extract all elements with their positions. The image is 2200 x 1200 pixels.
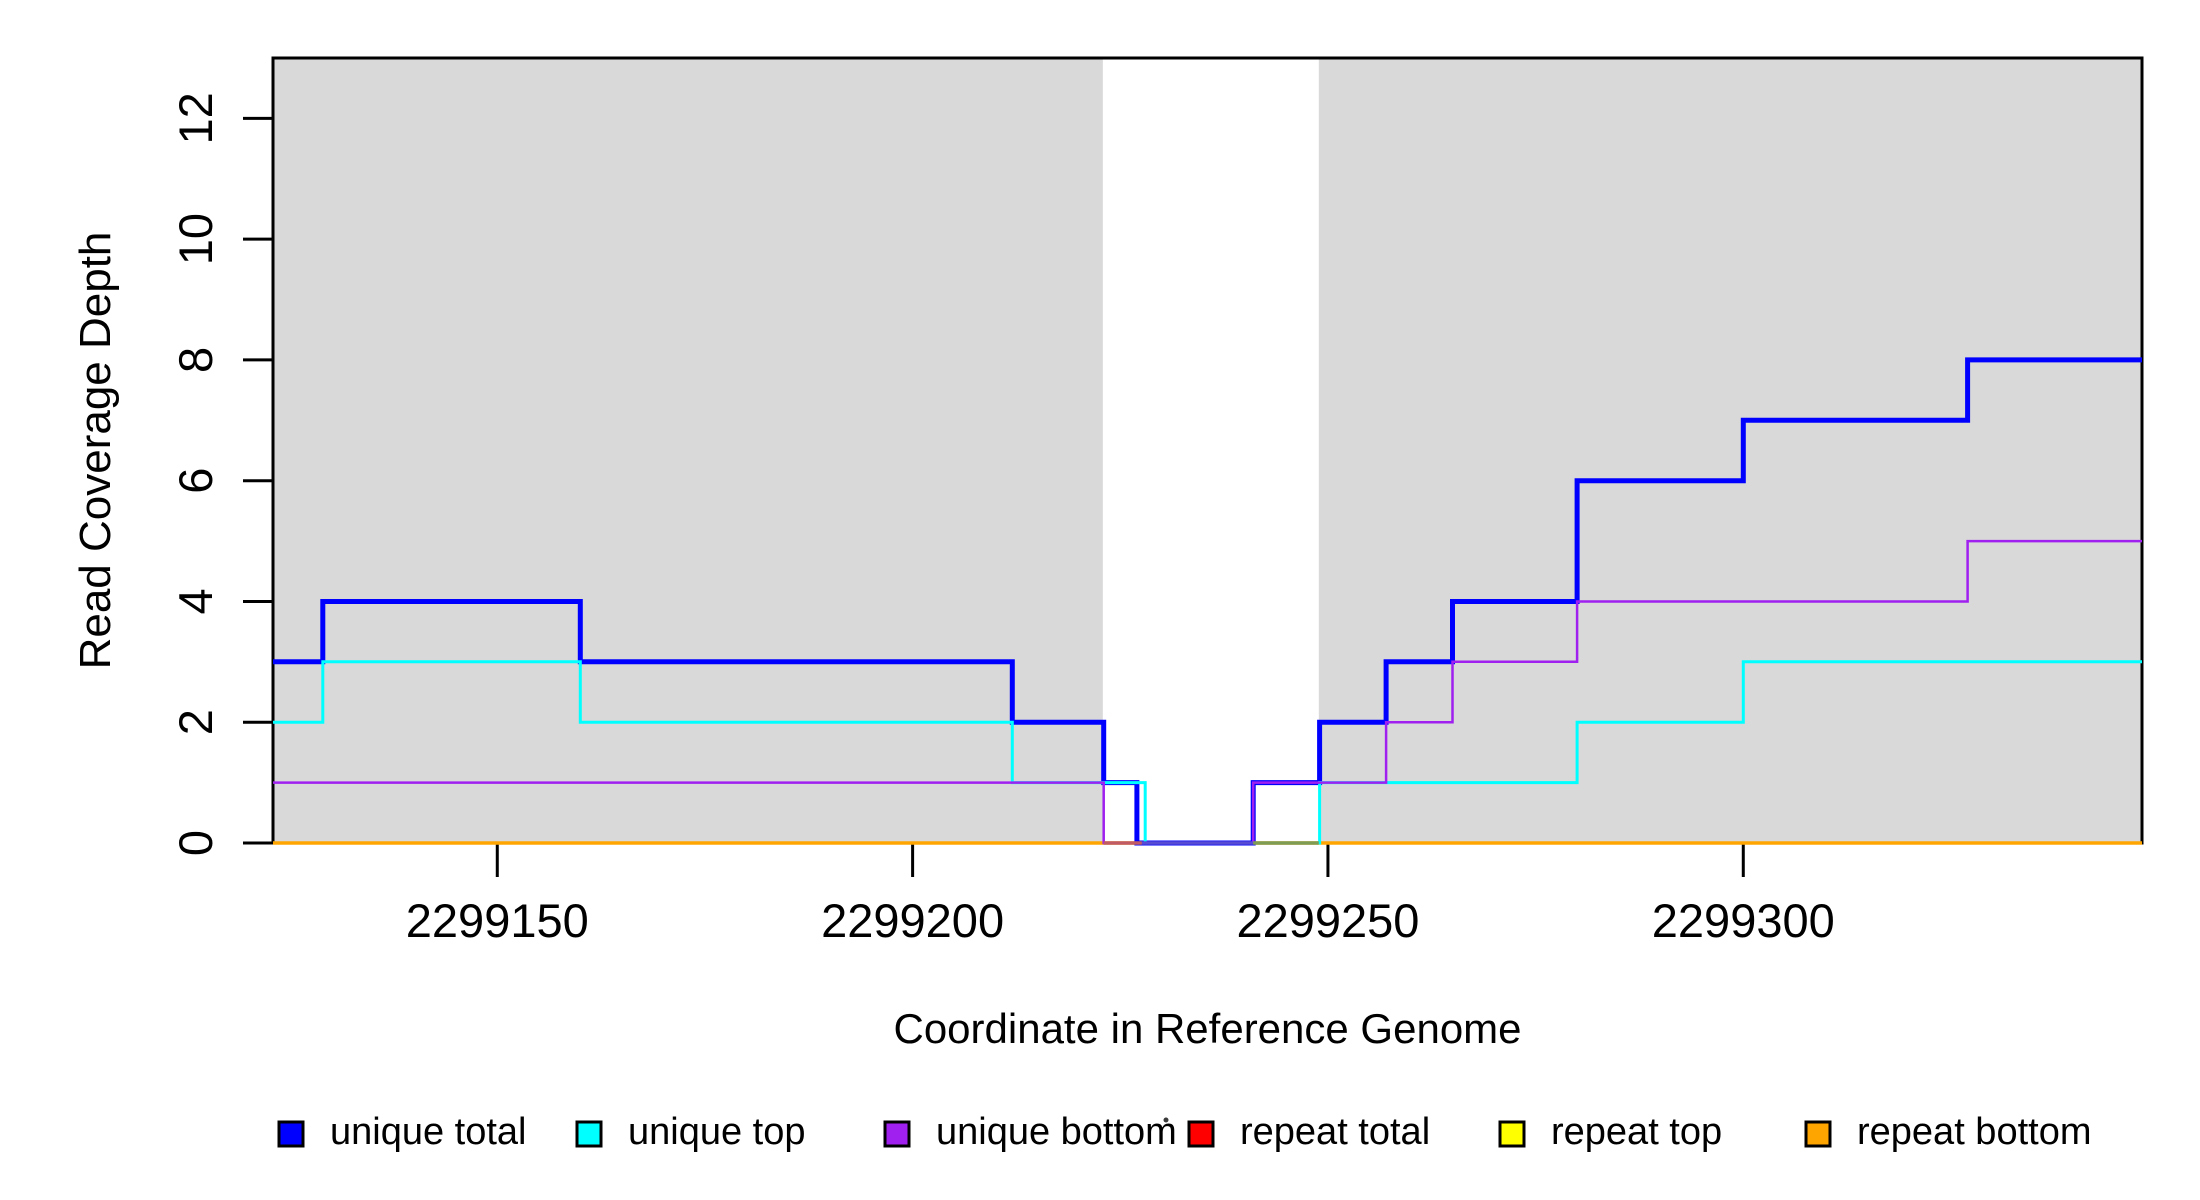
legend-label-repeat-total: repeat total <box>1240 1111 1430 1153</box>
legend-swatch-unique-bottom <box>883 1120 911 1148</box>
legend-swatch-repeat-total <box>1187 1120 1215 1148</box>
shaded-region <box>1318 58 2142 843</box>
shaded-region <box>273 58 1103 843</box>
legend-label-unique-total: unique total <box>330 1111 527 1153</box>
y-axis-tick-label: 10 <box>169 213 222 265</box>
series-unique-top <box>273 660 2142 845</box>
legend-label-unique-top: unique top <box>628 1111 806 1153</box>
stray-dot-artifact <box>1163 1117 1169 1123</box>
y-axis-tick-label: 6 <box>169 468 222 494</box>
y-axis-tick-label: 12 <box>169 92 222 144</box>
y-axis-tick-label: 4 <box>169 588 222 614</box>
y-axis-tick-label: 0 <box>169 830 222 856</box>
legend-label-repeat-bottom: repeat bottom <box>1857 1111 2091 1153</box>
x-axis-tick-label: 2299250 <box>1236 894 1419 947</box>
y-axis-tick-label: 8 <box>169 347 222 373</box>
x-axis-title: Coordinate in Reference Genome <box>893 1005 1521 1052</box>
legend-label-repeat-top: repeat top <box>1551 1111 1722 1153</box>
x-axis-tick-label: 2299150 <box>406 894 589 947</box>
legend-swatch-unique-total <box>277 1120 305 1148</box>
legend-swatch-unique-top <box>575 1120 603 1148</box>
y-axis-tick-label: 2 <box>169 709 222 735</box>
legend-label-unique-bottom: unique bottom <box>936 1111 1177 1153</box>
y-axis-title: Read Coverage Depth <box>71 232 120 670</box>
legend-swatch-repeat-bottom <box>1804 1120 1832 1148</box>
x-axis-tick-label: 2299300 <box>1652 894 1835 947</box>
legend-swatch-repeat-top <box>1498 1120 1526 1148</box>
x-axis-tick-label: 2299200 <box>821 894 1004 947</box>
